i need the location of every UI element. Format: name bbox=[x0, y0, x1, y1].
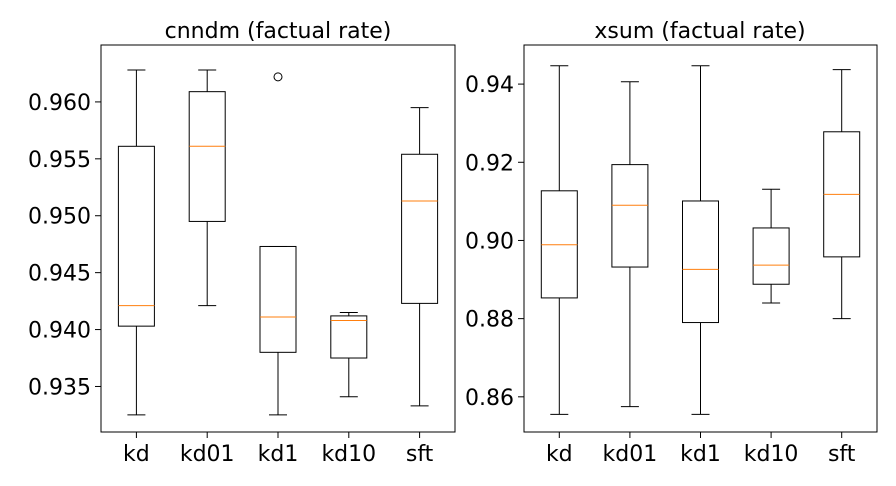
iqr-box bbox=[117, 145, 155, 327]
xsum-xtick-label: kd10 bbox=[744, 442, 799, 467]
cnndm-box-kd10 bbox=[330, 311, 368, 398]
iqr-box bbox=[188, 91, 226, 222]
xsum-box-sft bbox=[823, 69, 861, 320]
cnndm-xtick-label: kd1 bbox=[258, 442, 299, 467]
cnndm-ytick-label: 0.955 bbox=[28, 148, 91, 173]
cnndm-boxes bbox=[117, 69, 439, 416]
cnndm-xtick-label: kd01 bbox=[180, 442, 235, 467]
iqr-box bbox=[401, 153, 439, 304]
xsum-xtick-label: kd01 bbox=[603, 442, 658, 467]
cnndm-ytick-label: 0.945 bbox=[28, 262, 91, 287]
cnndm-xtick-label: kd10 bbox=[321, 442, 376, 467]
xsum-xtick-label: sft bbox=[828, 442, 856, 467]
cnndm-ytick-label: 0.935 bbox=[28, 375, 91, 400]
cnndm-box-kd01 bbox=[188, 69, 226, 307]
xsum-ytick-label: 0.88 bbox=[465, 308, 514, 333]
xsum-ytick-label: 0.92 bbox=[465, 151, 514, 176]
cnndm-ticks: 0.935 0.940 0.945 0.950 0.955 0.960 kd kd01 kd1 k… bbox=[28, 91, 434, 467]
xsum-boxes bbox=[540, 65, 861, 415]
xsum-box-kd bbox=[540, 65, 578, 415]
xsum-plot-frame bbox=[523, 44, 878, 433]
iqr-box bbox=[752, 227, 790, 285]
cnndm-xtick-label: sft bbox=[406, 442, 434, 467]
cnndm-title: cnndm (factual rate) bbox=[165, 19, 392, 44]
xsum-ticks: 0.86 0.88 0.90 0.92 0.94 kd kd01 kd1 kd10 sft bbox=[465, 73, 856, 467]
xsum-title: xsum (factual rate) bbox=[594, 19, 805, 44]
cnndm-ytick-label: 0.950 bbox=[28, 205, 91, 230]
cnndm-xtick-label: kd bbox=[123, 442, 150, 467]
xsum-ytick-label: 0.90 bbox=[465, 229, 514, 254]
xsum-xtick-label: kd bbox=[546, 442, 573, 467]
cnndm-ytick-label: 0.960 bbox=[28, 91, 91, 116]
cnndm-panel: cnndm (factual rate) 0.935 0.940 0.945 0.95… bbox=[28, 19, 456, 467]
iqr-box bbox=[330, 315, 368, 359]
xsum-box-kd10 bbox=[752, 188, 790, 304]
cnndm-ytick-label: 0.940 bbox=[28, 319, 91, 344]
outlier-point bbox=[273, 72, 283, 82]
xsum-xtick-label: kd1 bbox=[680, 442, 721, 467]
cnndm-box-sft bbox=[401, 107, 439, 407]
cnndm-box-kd bbox=[117, 69, 155, 416]
cnndm-box-kd1 bbox=[259, 72, 297, 416]
xsum-ytick-label: 0.94 bbox=[465, 73, 514, 98]
xsum-box-kd01 bbox=[611, 81, 649, 408]
xsum-box-kd1 bbox=[682, 65, 719, 415]
iqr-box bbox=[259, 245, 297, 353]
xsum-ytick-label: 0.86 bbox=[465, 386, 514, 411]
cnndm-plot-frame bbox=[100, 44, 456, 433]
iqr-box bbox=[682, 200, 719, 324]
xsum-panel: xsum (factual rate) 0.86 0.88 0.90 0.92 0.94… bbox=[465, 19, 878, 467]
iqr-box bbox=[611, 164, 649, 268]
